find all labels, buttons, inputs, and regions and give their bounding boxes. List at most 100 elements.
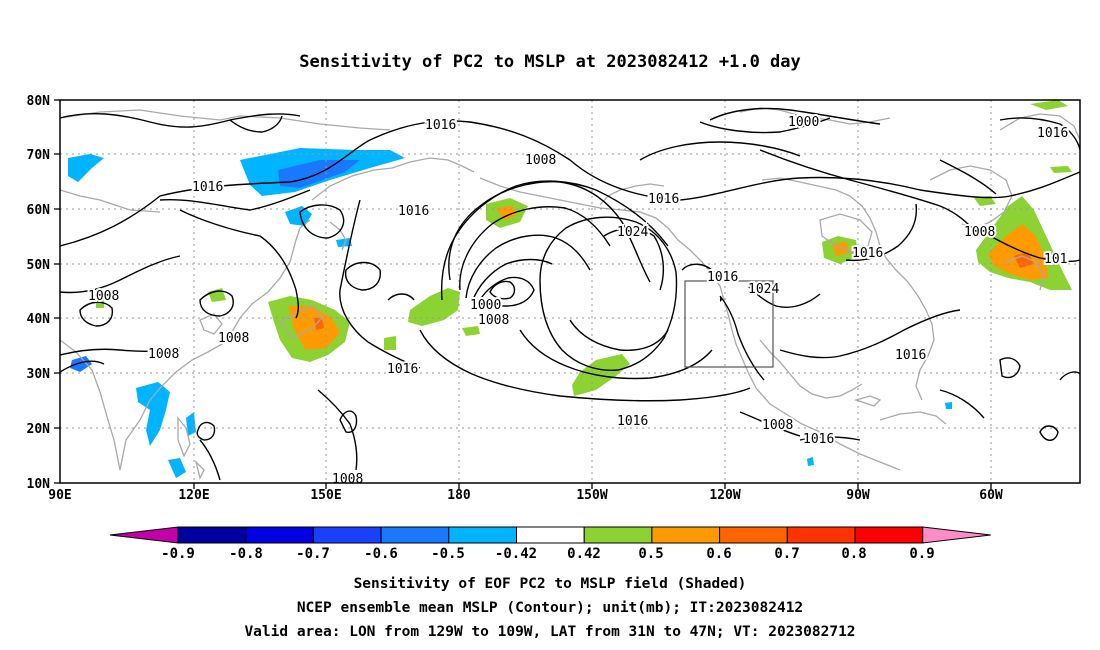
lon-label: 120E [178,488,209,503]
gridlines [60,100,1080,483]
contour-label: 1024 [748,282,779,297]
contour-label: 1008 [88,289,119,304]
contour-label: 1016 [617,414,648,429]
contour-label: 1016 [425,118,456,133]
shade-blue-south [168,458,186,478]
shade-blue-small3 [807,457,814,466]
contour-label: 1016 [852,246,883,261]
lat-label: 50N [27,258,51,273]
contour-label: 1016 [895,348,926,363]
colorbar-swatch [854,526,924,544]
colorbar-label: -0.7 [296,546,330,562]
lat-label: 30N [27,367,51,382]
lat-labels: 80N 70N 60N 50N 40N 30N 20N 10N [27,94,51,492]
lon-label: 120W [709,488,740,503]
mslp-contours [60,107,1080,481]
lat-label: 20N [27,422,51,437]
shade-orange-atlantic [988,224,1048,280]
footer-line-1: Sensitivity of EOF PC2 to MSLP field (Sh… [354,576,747,592]
contour-label: 1016 [398,204,429,219]
shade-blue-okhotsk [285,206,312,226]
map-frame [59,99,1081,484]
colorbar-label: 0.5 [638,546,663,562]
lon-label: 150E [310,488,341,503]
lat-label: 80N [27,94,51,109]
colorbar-swatch [245,526,314,544]
colorbar-label: 0.7 [774,546,799,562]
lon-label: 90E [48,488,71,503]
contour-label: 1016 [707,270,738,285]
lat-label: 10N [27,477,51,492]
contour-label: 1024 [617,225,648,240]
shade-red-japan [314,318,324,330]
figure-title: Sensitivity of PC2 to MSLP at 2023082412… [299,52,801,72]
shade-green-nw [408,288,460,326]
map-panel: 1016 1000 1016 1016 1008 1016 1016 1008 … [27,94,1081,503]
colorbar-swatches [109,526,991,544]
shade-blue-small1 [336,238,352,247]
contour-labels: 1016 1000 1016 1016 1008 1016 1016 1008 … [86,113,1070,489]
shade-orange-japan [288,306,340,350]
colorbar-swatch [448,526,517,544]
colorbar-arrow-low [109,526,179,544]
shade-green-canada [1050,166,1072,173]
lat-ticks [54,99,60,484]
contour-label: 1016 [1037,126,1068,141]
lon-label: 60W [979,488,1003,503]
lon-ticks [193,483,992,489]
colorbar-label: 0.9 [909,546,934,562]
footer-line-3: Valid area: LON from 129W to 109W, LAT f… [244,624,855,640]
lon-labels: 90E 120E 150E 180 150W 120W 90W 60W [48,488,1003,503]
footer-line-2: NCEP ensemble mean MSLP (Contour); unit(… [297,600,803,616]
contour-label: 1016 [803,432,834,447]
contour-label: 1008 [148,347,179,362]
contour-label: 1016 [192,180,223,195]
shade-blue-west [68,154,104,182]
colorbar-swatch [583,526,653,544]
shade-orange-bering [496,206,518,220]
colorbar-label: 0.42 [567,546,601,562]
shade-blue-india [70,356,92,372]
lon-label: 90W [846,488,870,503]
contour-label: 101 [1044,252,1067,267]
lat-label: 60N [27,203,51,218]
map-marker [720,296,722,302]
colorbar-swatch [177,526,247,544]
colorbar-swatch [380,526,450,544]
coastlines [60,107,1080,480]
shade-green-kuril [384,336,396,350]
shade-green-arctic [1030,100,1068,110]
shade-green-pac [572,354,630,396]
colorbar-label: 0.8 [841,546,866,562]
colorbar-swatch [516,526,585,544]
contour-label: 1008 [762,418,793,433]
contour-label: 1008 [218,331,249,346]
lat-label: 70N [27,148,51,163]
lon-label: 150W [576,488,607,503]
colorbar: -0.9 -0.8 -0.7 -0.6 -0.5 -0.42 0.42 0.5 … [109,526,991,562]
contour-label: 1008 [332,472,363,487]
colorbar-labels: -0.9 -0.8 -0.7 -0.6 -0.5 -0.42 0.42 0.5 … [161,546,935,562]
colorbar-label: 0.6 [706,546,731,562]
lon-label: 180 [447,488,471,503]
colorbar-label: -0.9 [161,546,195,562]
contour-label: 1008 [478,313,509,328]
valid-area-box [684,280,774,368]
shade-red-atlantic [1014,252,1034,268]
colorbar-arrow-high [922,526,991,544]
shade-blue-scs [136,382,170,446]
colorbar-swatch [312,526,382,544]
colorbar-swatch [651,526,721,544]
colorbar-swatch [786,526,856,544]
contour-label: 1008 [964,225,995,240]
shade-green-dateline [462,326,480,336]
contour-label: 1016 [648,192,679,207]
colorbar-label: -0.42 [495,546,537,562]
lat-label: 40N [27,312,51,327]
contour-label: 1000 [470,298,501,313]
colorbar-label: -0.8 [229,546,263,562]
colorbar-label: -0.5 [431,546,465,562]
contour-label: 1016 [387,362,418,377]
colorbar-swatch [719,526,788,544]
